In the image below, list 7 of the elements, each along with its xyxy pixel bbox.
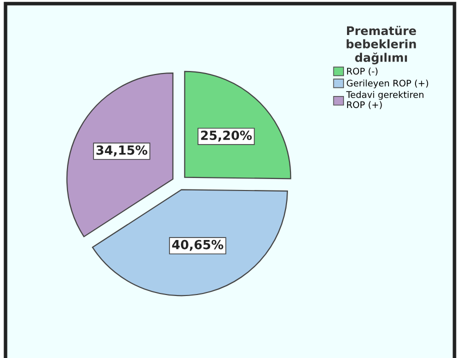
legend-label: Tedavi gerektiren ROP (+) <box>346 91 424 110</box>
legend-label: ROP (-) <box>347 68 378 76</box>
data-label: 25,20% <box>201 130 252 142</box>
legend-label: Gerileyen ROP (+) <box>346 80 428 88</box>
data-label: 34,15% <box>96 145 148 156</box>
data-label: 40,65% <box>172 240 224 251</box>
legend-title: Prematüre bebeklerin dağılımı <box>346 26 416 64</box>
